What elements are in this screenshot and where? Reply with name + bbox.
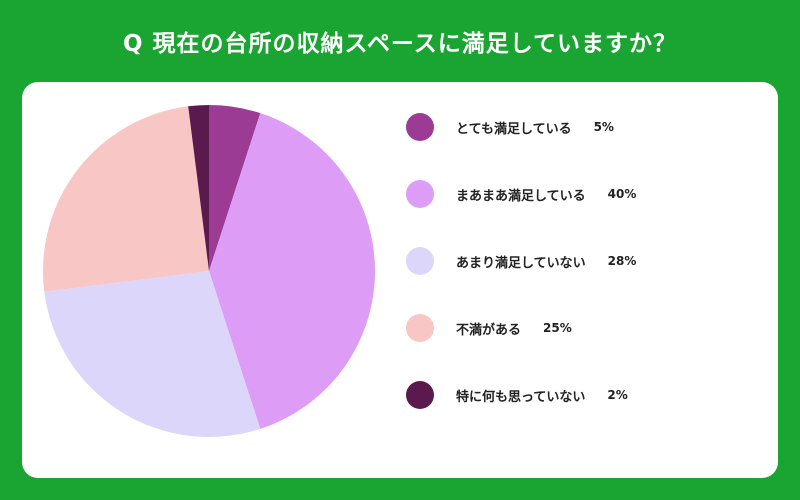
chart-legend: とても満足している 5% まあまあ満足している 40% あまり満足していない 2… xyxy=(406,110,766,445)
legend-swatch xyxy=(406,314,434,342)
pie-slice xyxy=(209,113,375,429)
pie-slice xyxy=(44,271,261,437)
legend-label: 不満がある xyxy=(456,322,522,338)
legend-label: まあまあ満足している xyxy=(456,188,586,204)
pie-slice xyxy=(209,105,261,271)
legend-percent: 25% xyxy=(543,321,572,335)
legend-item: 特に何も思っていない 2% xyxy=(406,378,766,412)
legend-item: あまり満足していない 28% xyxy=(406,244,766,278)
chart-title: Q 現在の台所の収納スペースに満足していますか？ xyxy=(122,31,678,57)
legend-percent: 5% xyxy=(593,120,614,134)
legend-swatch xyxy=(406,113,434,141)
legend-item: とても満足している 5% xyxy=(406,110,766,144)
legend-swatch xyxy=(406,180,434,208)
pie-chart xyxy=(43,105,375,437)
legend-percent: 28% xyxy=(607,254,637,268)
chart-card: とても満足している 5% まあまあ満足している 40% あまり満足していない 2… xyxy=(22,82,778,478)
legend-label: 特に何も思っていない xyxy=(456,389,586,405)
legend-percent: 40% xyxy=(607,187,637,201)
pie-slice xyxy=(43,106,210,292)
legend-item: 不満がある 25% xyxy=(406,311,766,345)
legend-label: とても満足している xyxy=(456,121,572,137)
legend-swatch xyxy=(406,381,434,409)
legend-item: まあまあ満足している 40% xyxy=(406,177,766,211)
legend-swatch xyxy=(406,247,434,275)
pie-slice xyxy=(188,105,209,271)
legend-label: あまり満足していない xyxy=(456,255,586,271)
legend-percent: 2% xyxy=(607,388,628,402)
